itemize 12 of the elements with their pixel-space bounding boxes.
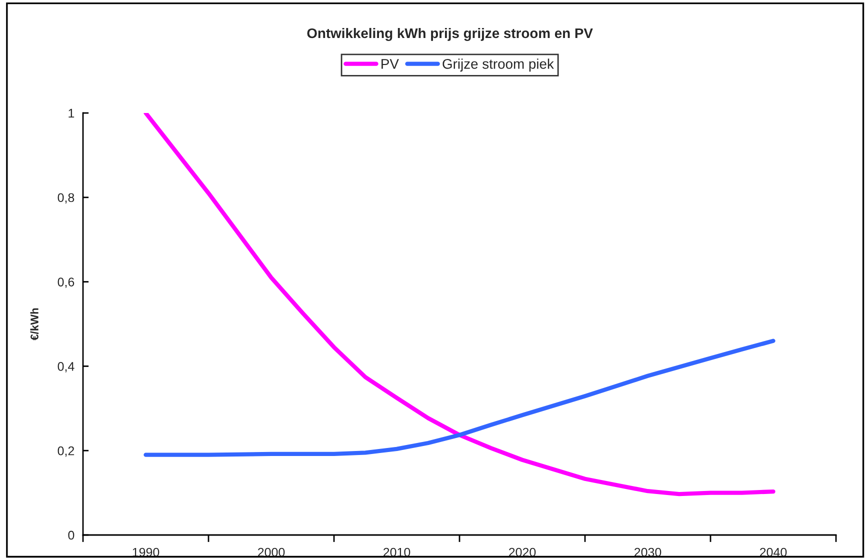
y-tick-label: 0,4 — [58, 362, 74, 372]
y-tick-label: 0,6 — [58, 278, 74, 288]
chart-title: Ontwikkeling kWh prijs grijze stroom en PV — [307, 28, 593, 41]
legend-label: PV — [382, 59, 399, 69]
y-tick-label: 0 — [68, 530, 74, 540]
legend-label: Grijze stroom piek — [442, 58, 554, 72]
y-tick-label: 0,2 — [58, 446, 74, 457]
line-series — [144, 113, 776, 496]
y-tick-label: 1 — [68, 108, 74, 118]
y-tick-label: 0,8 — [58, 193, 74, 204]
line-series — [144, 338, 776, 457]
y-axis-title: €/kWh — [30, 308, 39, 340]
